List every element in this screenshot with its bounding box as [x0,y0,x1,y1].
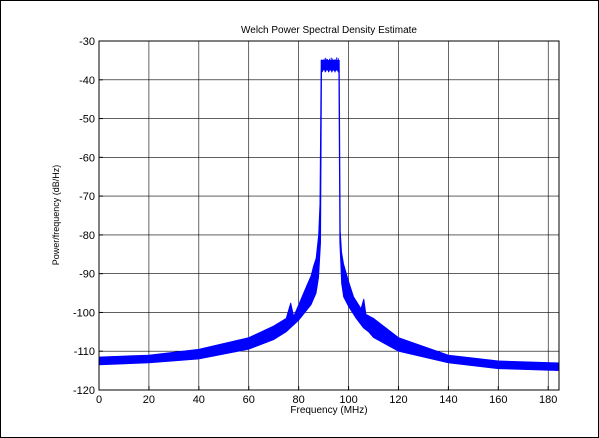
passband-ripple [321,57,339,73]
chart-title: Welch Power Spectral Density Estimate [241,25,417,36]
grid [99,41,559,390]
x-tick-label: 160 [489,394,507,406]
y-tick-label: -50 [79,114,95,126]
y-tick-label: -100 [73,307,95,319]
passband-ripple-lines [321,57,339,73]
y-axis-label: Power/frequency (dB/Hz) [51,165,61,266]
axes-box [98,40,560,391]
plot-area [99,41,559,390]
psd-series-envelope [98,60,560,372]
y-tick-label: -60 [79,152,95,164]
y-tick-label: -120 [73,385,95,397]
x-tick-label: 20 [143,394,155,406]
x-tick-label: 100 [339,394,357,406]
x-tick-label: 120 [389,394,407,406]
x-axis-label: Frequency (MHz) [290,405,367,416]
y-tick-label: -30 [79,36,95,48]
x-tick-label: 40 [193,394,205,406]
y-tick-label: -40 [79,75,95,87]
x-tick-label: 80 [293,394,305,406]
y-tick-label: -110 [74,346,95,358]
y-tick-label: -70 [79,191,95,203]
x-tick-label: 180 [539,394,557,406]
y-tick-label: -90 [79,269,95,281]
x-tick-label: 0 [96,394,102,406]
ticks: 0 20 40 60 80 100 120 140 160 180 -30 -40 -50 -60 -70 -… [73,36,557,406]
x-tick-label: 60 [243,394,255,406]
y-tick-label: -80 [79,230,95,242]
x-tick-label: 140 [439,394,457,406]
data-layer [98,57,560,372]
